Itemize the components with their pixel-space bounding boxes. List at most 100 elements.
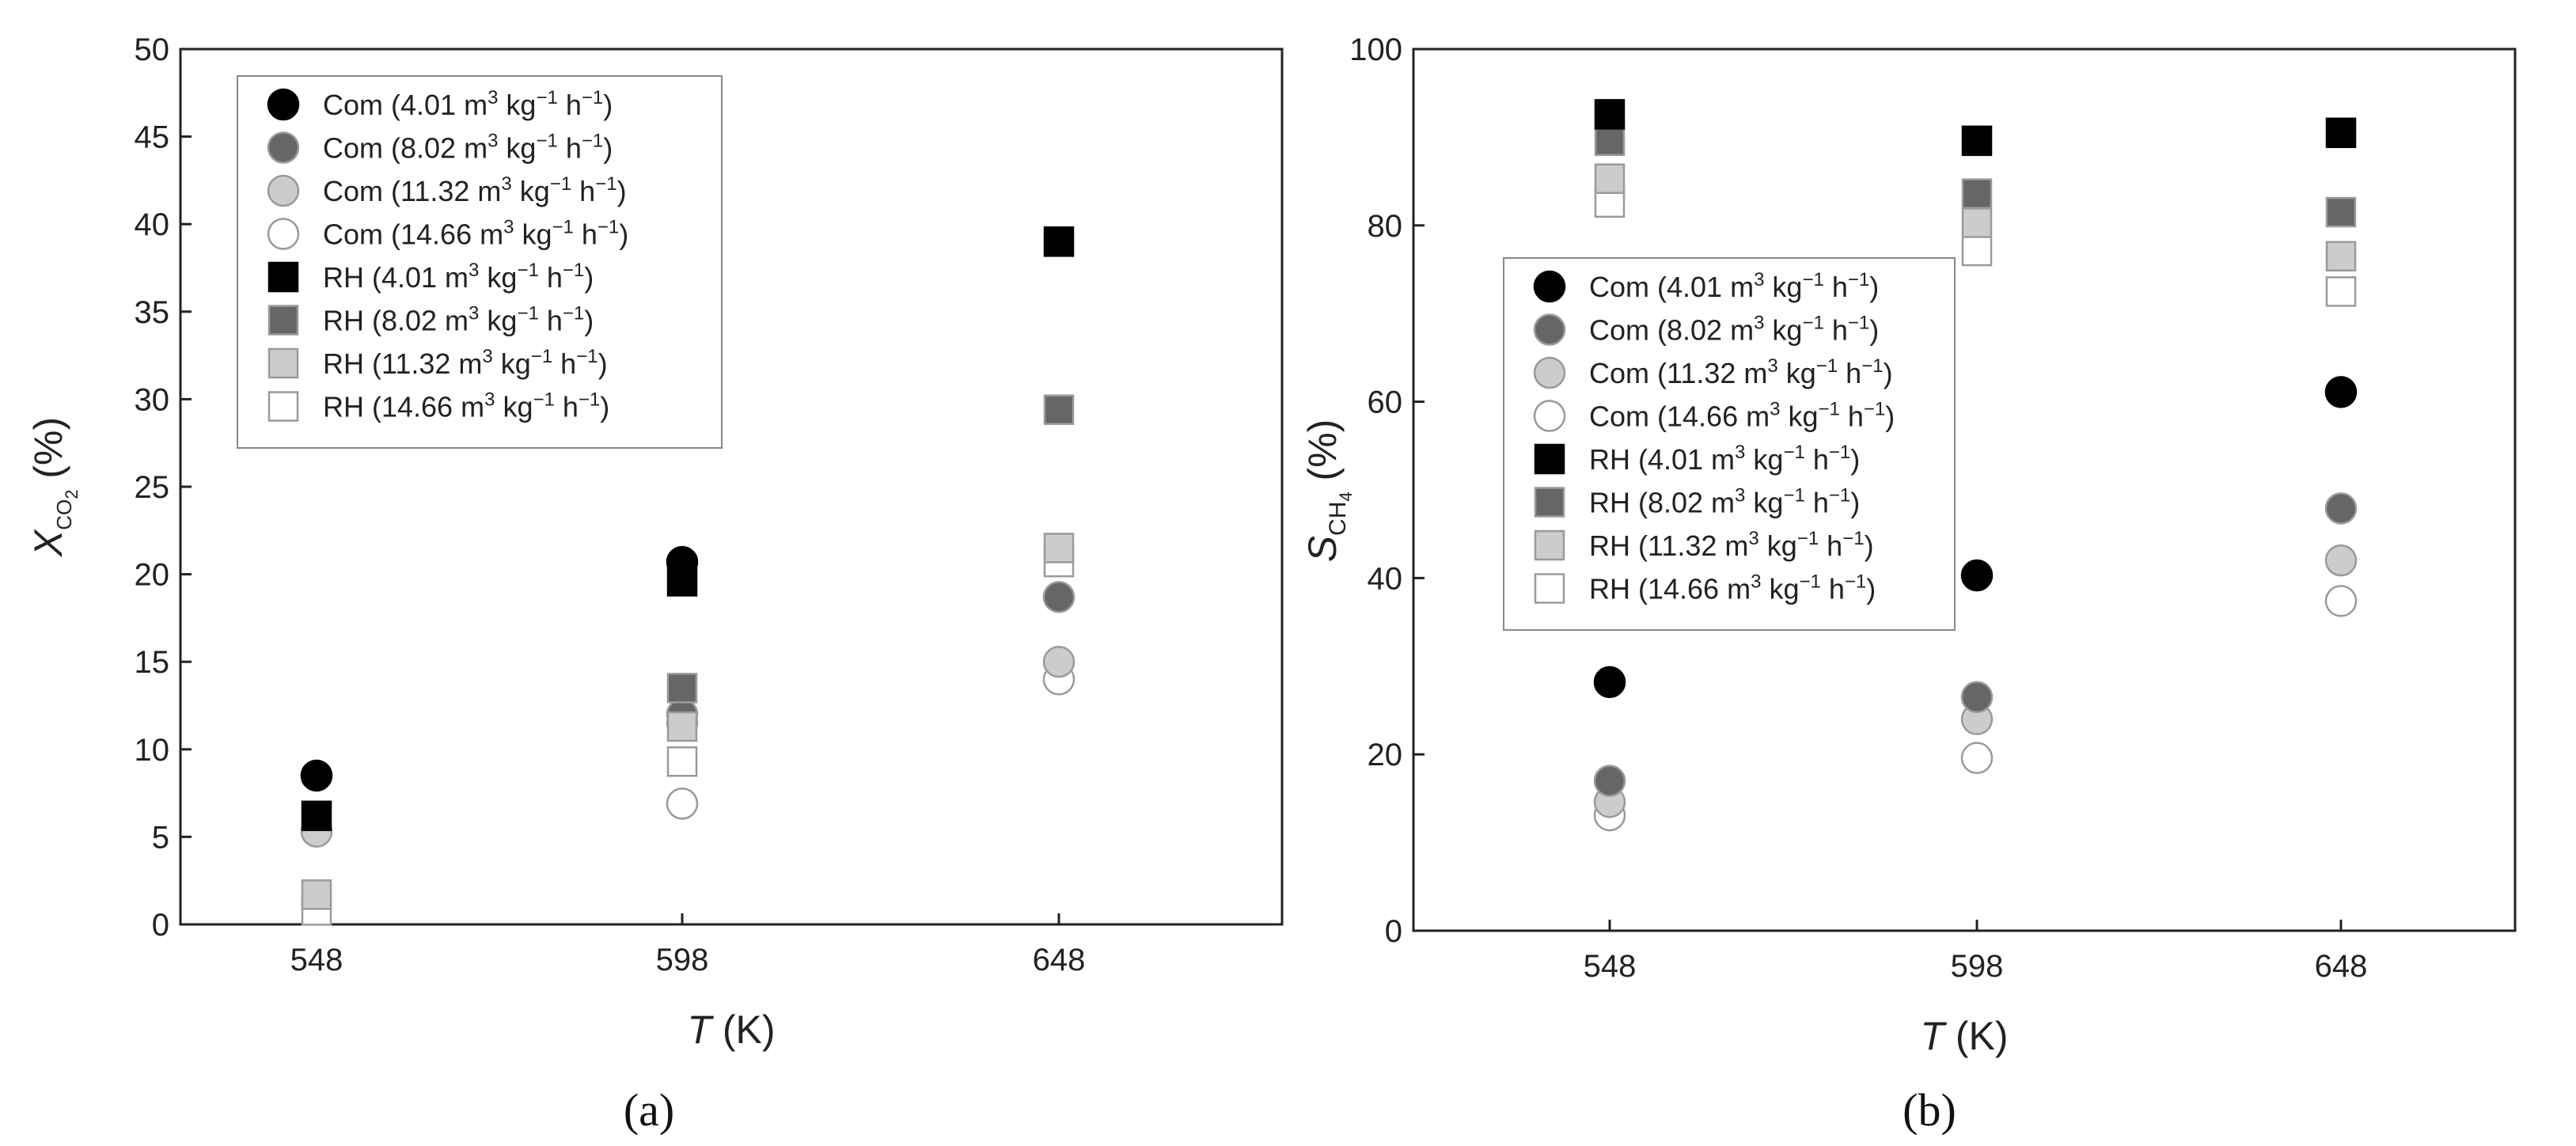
panel-label-a: (a) (624, 1084, 674, 1136)
legend-marker (267, 131, 300, 164)
data-point (2325, 276, 2357, 307)
data-point (666, 711, 698, 742)
y-axis-sub-a: CO (52, 499, 76, 530)
plot-frame-b (1412, 47, 2517, 932)
data-point (301, 800, 332, 832)
legend-marker (267, 347, 299, 379)
x-tick-label: 598 (1951, 949, 2004, 984)
data-point (666, 787, 699, 820)
y-tick-label: 5 (152, 820, 169, 855)
legend-label: Com (11.32 m3 kg−1 h−1) (1589, 355, 1893, 389)
legend-label: RH (4.01 m3 kg−1 h−1) (323, 260, 594, 294)
legend-marker (1533, 400, 1566, 432)
data-point (1043, 394, 1075, 425)
panel-label-b: (b) (1903, 1084, 1956, 1136)
y-tick-label: 80 (1368, 209, 1403, 244)
legend-marker (1534, 443, 1565, 475)
x-tick-label: 548 (1584, 949, 1637, 984)
y-axis-subsub-b: 4 (1336, 491, 1356, 501)
legend-marker (267, 218, 300, 250)
data-point (2324, 492, 2358, 525)
legend-marker (1534, 573, 1565, 604)
panel-b: 0 20 40 60 80 100 548 598 648 Com (4.01 m3 kg−1… (1300, 32, 2517, 1136)
y-axis-sub-b: CH (1325, 502, 1351, 536)
y-axis-var-a: X (26, 529, 70, 557)
legend-label: RH (4.01 m3 kg−1 h−1) (1589, 442, 1860, 476)
legend-label: RH (8.02 m3 kg−1 h−1) (323, 303, 594, 337)
legend-label: RH (14.66 m3 kg−1 h−1) (1589, 571, 1876, 605)
data-point (2324, 376, 2358, 408)
legend-label: Com (11.32 m3 kg−1 h−1) (323, 173, 627, 207)
data-point (1042, 645, 1076, 678)
data-point (1594, 99, 1626, 130)
legend-label: RH (11.32 m3 kg−1 h−1) (1589, 528, 1874, 562)
data-point (2325, 196, 2357, 228)
data-point (300, 759, 333, 792)
x-axis-unit-b: (K) (1944, 1014, 2009, 1058)
legend-marker (1534, 529, 1565, 561)
legend-marker (1533, 356, 1566, 389)
data-point (1042, 581, 1076, 613)
legend-marker (1533, 313, 1566, 346)
x-tick-label: 648 (2315, 949, 2368, 984)
legend-label: RH (8.02 m3 kg−1 h−1) (1589, 485, 1860, 519)
data-point (1594, 125, 1626, 157)
y-tick-label: 0 (152, 908, 169, 943)
legend-marker (267, 174, 300, 207)
x-axis-var-a: T (687, 1007, 714, 1052)
y-tick-label: 60 (1368, 385, 1403, 420)
y-tick-label: 20 (135, 558, 170, 593)
data-point (2324, 544, 2358, 577)
data-point (1961, 125, 1993, 157)
legend-marker (267, 391, 299, 422)
legend-marker (267, 305, 299, 336)
legend-marker (267, 88, 300, 121)
x-ticks-a: 548 598 648 (290, 913, 1086, 977)
legend-box-a (237, 75, 723, 449)
y-tick-label: 100 (1349, 32, 1402, 67)
legend-marker (1533, 270, 1566, 303)
data-point (666, 673, 698, 704)
y-tick-label: 20 (1368, 738, 1403, 772)
x-axis-label-b: T (K) (1920, 1014, 2008, 1058)
legend-label: RH (11.32 m3 kg−1 h−1) (323, 346, 608, 380)
y-tick-label: 40 (1368, 561, 1403, 596)
data-point (1960, 559, 1994, 592)
legend-label: RH (14.66 m3 kg−1 h−1) (323, 389, 609, 423)
y-ticks-a: 0 5 10 15 20 25 30 35 40 45 50 (135, 32, 192, 943)
x-tick-label: 648 (1033, 943, 1086, 977)
x-tick-label: 548 (290, 943, 343, 977)
y-tick-label: 40 (135, 207, 170, 242)
panel-a: 0 5 10 15 20 25 30 35 40 45 50 548 598 648 Com (4.01… (26, 32, 1284, 1136)
x-axis-unit-a: (K) (711, 1007, 776, 1052)
legend-marker (1534, 487, 1565, 518)
data-marks-b (1593, 99, 2358, 832)
y-tick-label: 35 (135, 295, 170, 330)
y-axis-subsub-a: 2 (62, 490, 82, 499)
data-point (1961, 235, 1993, 267)
y-tick-label: 30 (135, 382, 170, 417)
data-marks-a (300, 226, 1076, 926)
legend-label: Com (14.66 m3 kg−1 h−1) (323, 217, 628, 251)
data-point (2324, 585, 2358, 617)
y-axis-label-b: SCH4 (%) (1300, 419, 1356, 563)
y-axis-unit-b: (%) (1300, 419, 1345, 492)
y-tick-label: 15 (135, 645, 170, 680)
data-point (666, 566, 698, 597)
x-ticks-b: 548 598 648 (1584, 920, 2368, 984)
data-point (1043, 533, 1075, 564)
data-point (2325, 117, 2357, 149)
data-point (2325, 241, 2357, 272)
data-point (1961, 178, 1993, 209)
legend-b: Com (4.01 m3 kg−1 h−1) Com (8.02 m3 kg−1 … (1503, 257, 1956, 631)
legend-label: Com (4.01 m3 kg−1 h−1) (323, 87, 613, 121)
data-point (1043, 226, 1075, 257)
legend-label: Com (8.02 m3 kg−1 h−1) (1589, 313, 1879, 347)
data-point (301, 879, 332, 910)
y-axis-var-b: S (1300, 536, 1345, 562)
legend-label: Com (4.01 m3 kg−1 h−1) (1589, 269, 1879, 303)
x-axis-var-b: T (1920, 1014, 1947, 1058)
y-tick-label: 45 (135, 120, 170, 155)
data-point (1961, 207, 1993, 238)
